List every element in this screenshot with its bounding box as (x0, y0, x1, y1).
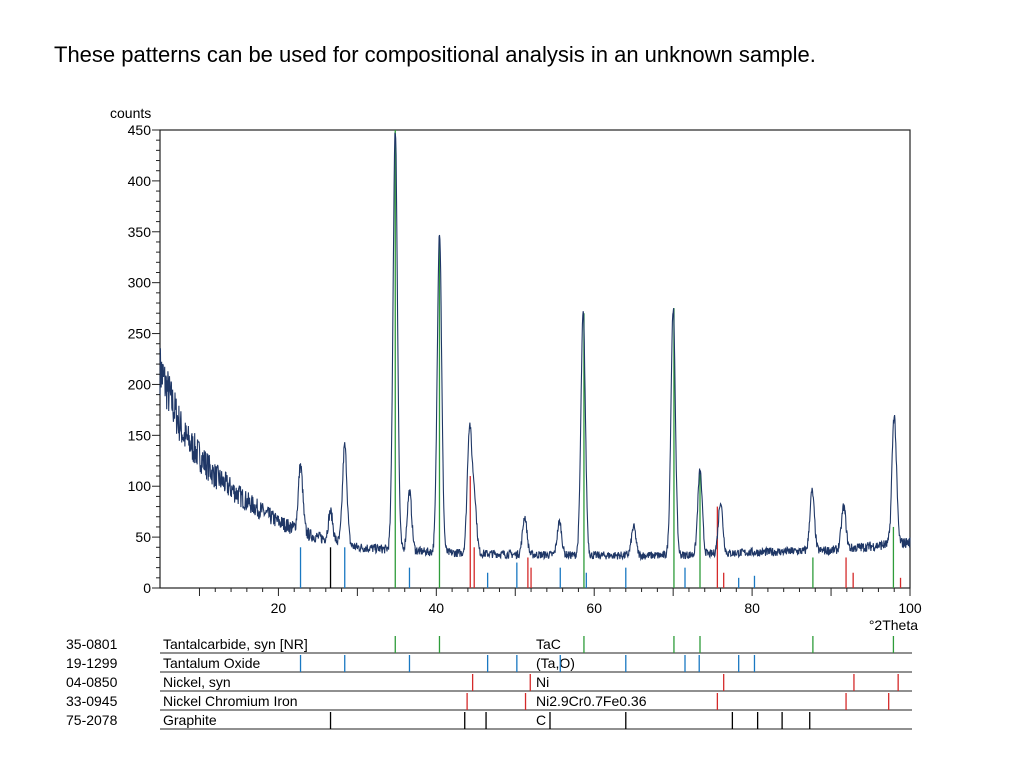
reference-name: Tantalum Oxide (163, 655, 260, 671)
reference-name: Nickel Chromium Iron (163, 693, 298, 709)
y-tick-label-300: 300 (128, 275, 152, 291)
x-tick-label-20: 20 (271, 600, 287, 616)
y-tick-label-0: 0 (143, 580, 151, 596)
reference-row-33-0945: 33-0945 Nickel Chromium Iron Ni2.9Cr0.7Fe0… (66, 693, 912, 711)
reference-formula: (Ta,O) (536, 655, 575, 671)
reference-row-35-0801: 35-0801 Tantalcarbide, syn [NR] TaC (66, 636, 912, 654)
slide-caption: These patterns can be used for compositi… (54, 42, 816, 67)
y-tick-label-150: 150 (128, 427, 152, 443)
y-tick-label-250: 250 (128, 326, 152, 342)
y-tick-label-400: 400 (128, 173, 152, 189)
x-axis-label: °2Theta (869, 617, 918, 633)
x-tick-label-100: 100 (898, 600, 922, 616)
reference-lines-in-plot (299, 130, 902, 588)
reference-formula: Ni2.9Cr0.7Fe0.36 (536, 693, 647, 709)
y-tick-label-50: 50 (135, 529, 151, 545)
reference-name: Tantalcarbide, syn [NR] (163, 636, 308, 652)
y-axis: 0 50 100 150 200 250 300 350 400 450 (128, 122, 160, 596)
reference-name: Nickel, syn (163, 674, 231, 690)
x-axis: 20 40 60 80 100 (198, 588, 922, 616)
y-tick-label-100: 100 (128, 478, 152, 494)
reference-formula: TaC (536, 636, 561, 652)
reference-code: 04-0850 (66, 674, 118, 690)
diffraction-pattern-line (159, 132, 911, 562)
x-tick-label-80: 80 (744, 600, 760, 616)
reference-pattern-table: 35-0801 Tantalcarbide, syn [NR] TaC 19-1299… (66, 636, 912, 730)
reference-formula: C (536, 712, 546, 728)
y-axis-label: counts (110, 105, 151, 121)
y-tick-label-350: 350 (128, 224, 152, 240)
y-tick-label-200: 200 (128, 376, 152, 392)
reference-code: 19-1299 (66, 655, 118, 671)
reference-row-75-2078: 75-2078 Graphite C (66, 712, 912, 730)
reference-formula: Ni (536, 674, 549, 690)
reference-code: 33-0945 (66, 693, 118, 709)
x-tick-label-60: 60 (586, 600, 602, 616)
reference-row-19-1299: 19-1299 Tantalum Oxide (Ta,O) (66, 655, 912, 673)
plot-frame (159, 129, 911, 589)
x-tick-label-40: 40 (429, 600, 445, 616)
reference-row-04-0850: 04-0850 Nickel, syn Ni (66, 674, 912, 692)
reference-code: 35-0801 (66, 636, 118, 652)
reference-code: 75-2078 (66, 712, 118, 728)
reference-name: Graphite (163, 712, 217, 728)
y-tick-label-450: 450 (128, 122, 152, 138)
